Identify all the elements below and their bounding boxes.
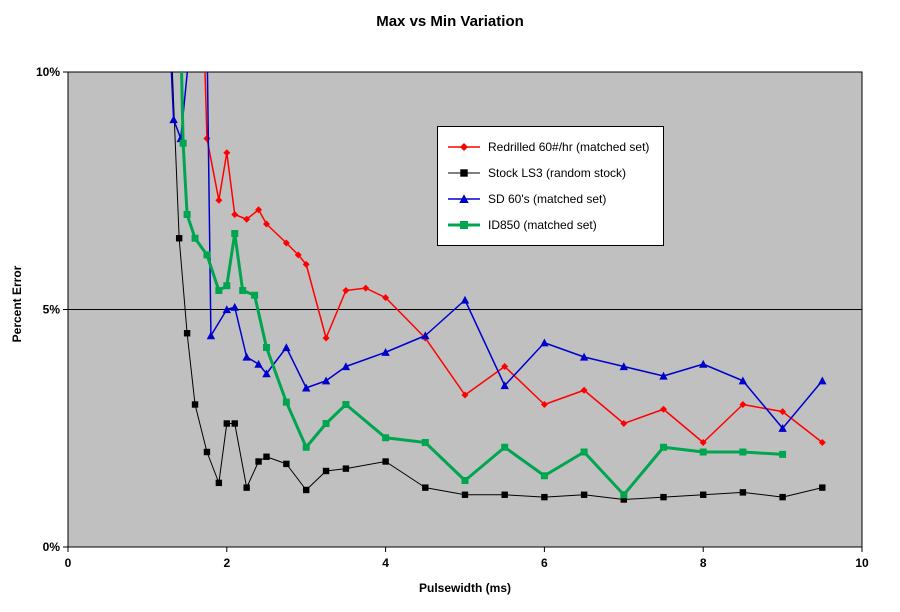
series-0 <box>203 72 826 446</box>
chart-title: Max vs Min Variation <box>376 13 524 30</box>
series-3 <box>179 72 787 499</box>
legend: Redrilled 60#/hr (matched set) Stock LS3… <box>437 126 665 246</box>
legend-label: ID850 (matched set) <box>488 218 597 232</box>
legend-entry: ID850 (matched set) <box>447 212 649 238</box>
x-tick-label: 2 <box>223 556 230 570</box>
y-tick-label: 0% <box>43 540 61 554</box>
legend-sample-line-marker <box>448 194 480 203</box>
legend-label: SD 60's (matched set) <box>488 192 607 206</box>
series-line <box>180 72 783 497</box>
series-2 <box>169 72 827 432</box>
legend-entry: Stock LS3 (random stock) <box>447 160 649 186</box>
series-1 <box>171 72 826 503</box>
x-tick-label: 4 <box>382 556 389 570</box>
x-tick-label: 10 <box>855 556 869 570</box>
x-axis-title: Pulsewidth (ms) <box>418 581 511 595</box>
legend-sample-line-marker <box>448 221 480 229</box>
legend-entry: Redrilled 60#/hr (matched set) <box>447 134 649 160</box>
legend-label: Redrilled 60#/hr (matched set) <box>488 140 650 154</box>
legend-entry: SD 60's (matched set) <box>447 186 649 212</box>
legend-sample-line-marker <box>448 169 480 177</box>
x-tick-label: 6 <box>541 556 548 570</box>
legend-label: Stock LS3 (random stock) <box>488 166 627 180</box>
y-tick-label: 5% <box>43 303 61 317</box>
y-tick-label: 10% <box>36 65 60 79</box>
x-tick-label: 8 <box>700 556 707 570</box>
x-tick-label: 0 <box>65 556 72 570</box>
legend-sample-line-marker <box>448 143 480 151</box>
